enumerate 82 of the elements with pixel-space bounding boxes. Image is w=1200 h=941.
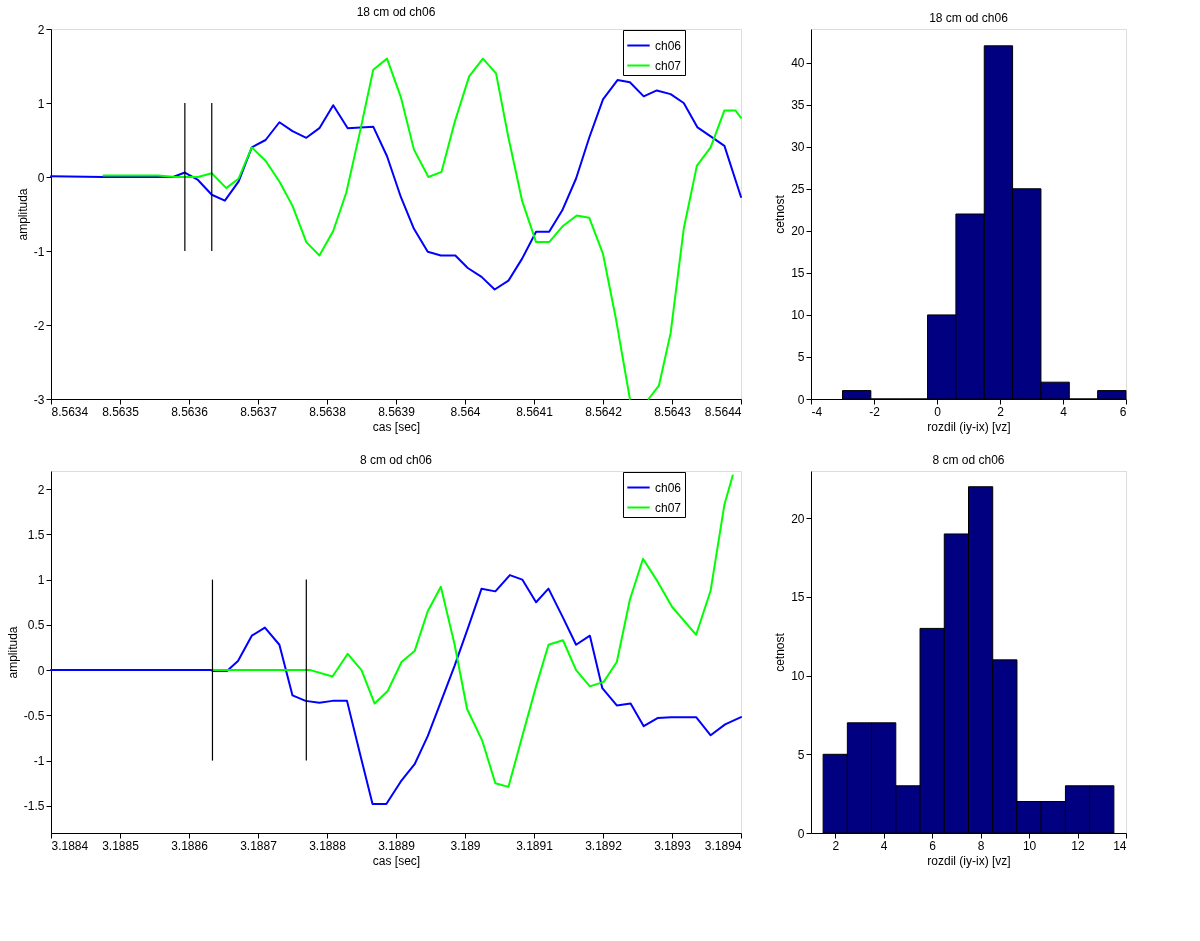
x-tick-label: 8.5639	[378, 404, 416, 419]
x-tick-label: 8.5643	[654, 404, 692, 419]
x-tick-label: 3.1889	[378, 838, 416, 853]
y-tick-label: 0	[797, 826, 805, 841]
y-axis-title: cetnost	[773, 194, 788, 234]
x-tick-label: 3.1884	[51, 838, 89, 853]
x-tick-label: 3.1885	[102, 838, 140, 853]
y-tick-label: 1.5	[27, 527, 45, 542]
y-tick-label: 2	[37, 22, 45, 37]
chart-title: 8 cm od ch06	[359, 453, 433, 467]
chart-title: 18 cm od ch06	[929, 11, 1009, 25]
y-tick-label: 0	[37, 663, 45, 678]
y-tick-label: 0	[797, 392, 805, 407]
x-tick-label: 3.1891	[516, 838, 554, 853]
line-series	[212, 474, 734, 788]
x-tick-label: 3.1886	[171, 838, 209, 853]
y-tick-label: -1	[33, 244, 45, 259]
y-axis-title: amplituda	[15, 188, 30, 241]
y-tick-label: 1	[37, 573, 45, 588]
y-tick-label: -0.5	[23, 708, 45, 723]
x-tick-label: 3.1893	[654, 838, 692, 853]
x-tick-label: 6	[929, 838, 937, 853]
x-axis-title: rozdil (iy-ix) [vz]	[927, 853, 1011, 868]
x-axis-title: rozdil (iy-ix) [vz]	[927, 419, 1011, 434]
x-tick-label: 6	[1119, 404, 1127, 419]
y-tick-label: 5	[797, 350, 805, 365]
x-tick-label: 3.1887	[240, 838, 278, 853]
x-tick-label: 8.5641	[516, 404, 554, 419]
chart-title: 8 cm od ch06	[932, 453, 1005, 467]
legend-label: ch06	[655, 480, 682, 495]
y-tick-label: 15	[791, 266, 805, 281]
legend-label: ch07	[655, 500, 682, 515]
y-tick-label: 5	[797, 747, 805, 762]
y-tick-label: 25	[791, 182, 805, 197]
x-tick-label: 3.1892	[585, 838, 623, 853]
y-axis-title: cetnost	[773, 632, 788, 672]
x-tick-label: -2	[869, 404, 881, 419]
x-tick-label: 8.5637	[240, 404, 278, 419]
y-tick-label: 0	[37, 170, 45, 185]
x-tick-label: 8.564	[450, 404, 481, 419]
x-tick-label: 4	[1060, 404, 1068, 419]
y-tick-label: 20	[791, 224, 805, 239]
x-axis-title: cas [sec]	[372, 853, 421, 868]
x-tick-label: 3.1894	[704, 838, 742, 853]
x-tick-label: 8.5644	[704, 404, 742, 419]
x-tick-label: 3.189	[450, 838, 481, 853]
x-tick-label: 8.5642	[585, 404, 623, 419]
chart-title: 18 cm od ch06	[356, 5, 436, 19]
x-tick-label: 8.5636	[171, 404, 209, 419]
y-tick-label: 1	[37, 96, 45, 111]
y-tick-label: 30	[791, 140, 805, 155]
x-tick-label: 2	[997, 404, 1005, 419]
x-tick-label: 0	[934, 404, 942, 419]
y-tick-label: 2	[37, 482, 45, 497]
x-tick-label: 8.5638	[309, 404, 347, 419]
x-axis-title: cas [sec]	[372, 419, 421, 434]
x-tick-label: 3.1888	[309, 838, 347, 853]
legend-label: ch07	[655, 58, 682, 73]
x-tick-label: 8	[977, 838, 985, 853]
y-tick-label: -1	[33, 754, 45, 769]
line-series	[50, 79, 742, 291]
y-tick-label: -2	[33, 318, 45, 333]
y-axis-title: amplituda	[5, 626, 20, 679]
y-tick-label: -1.5	[23, 799, 45, 814]
y-tick-label: 10	[791, 669, 805, 684]
y-tick-label: 0.5	[27, 618, 45, 633]
x-tick-label: 8.5634	[51, 404, 89, 419]
x-tick-label: 10	[1022, 838, 1037, 853]
y-tick-label: 15	[791, 590, 805, 605]
y-tick-label: 40	[791, 56, 805, 71]
x-tick-label: 4	[880, 838, 888, 853]
y-tick-label: 10	[791, 308, 805, 323]
x-tick-label: 14	[1113, 838, 1127, 853]
y-tick-label: 20	[791, 511, 805, 526]
y-tick-label: 35	[791, 98, 805, 113]
x-tick-label: 8.5635	[102, 404, 140, 419]
x-tick-label: 12	[1071, 838, 1086, 853]
line-series	[50, 574, 742, 806]
legend-label: ch06	[655, 38, 682, 53]
y-tick-label: -3	[33, 392, 45, 407]
x-tick-label: -4	[811, 404, 823, 419]
x-tick-label: 2	[832, 838, 840, 853]
